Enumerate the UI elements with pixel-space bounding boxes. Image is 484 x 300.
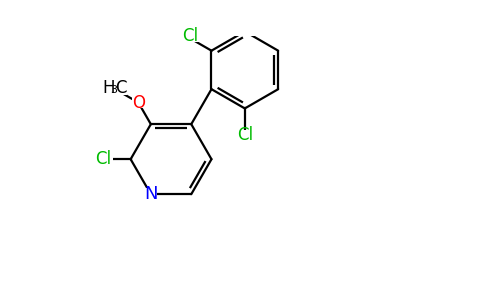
Text: Cl: Cl bbox=[96, 150, 112, 168]
Text: O: O bbox=[132, 94, 145, 112]
Bar bbox=[94, 153, 113, 165]
Bar bbox=[98, 81, 127, 95]
Text: Cl: Cl bbox=[237, 126, 253, 144]
Text: H: H bbox=[102, 79, 115, 97]
Bar bbox=[132, 97, 145, 108]
Bar bbox=[145, 188, 157, 200]
Bar bbox=[235, 130, 255, 141]
Text: N: N bbox=[144, 185, 158, 203]
Text: 3: 3 bbox=[110, 85, 117, 95]
Text: C: C bbox=[115, 79, 127, 97]
Bar bbox=[180, 31, 199, 42]
Text: Cl: Cl bbox=[182, 27, 198, 45]
